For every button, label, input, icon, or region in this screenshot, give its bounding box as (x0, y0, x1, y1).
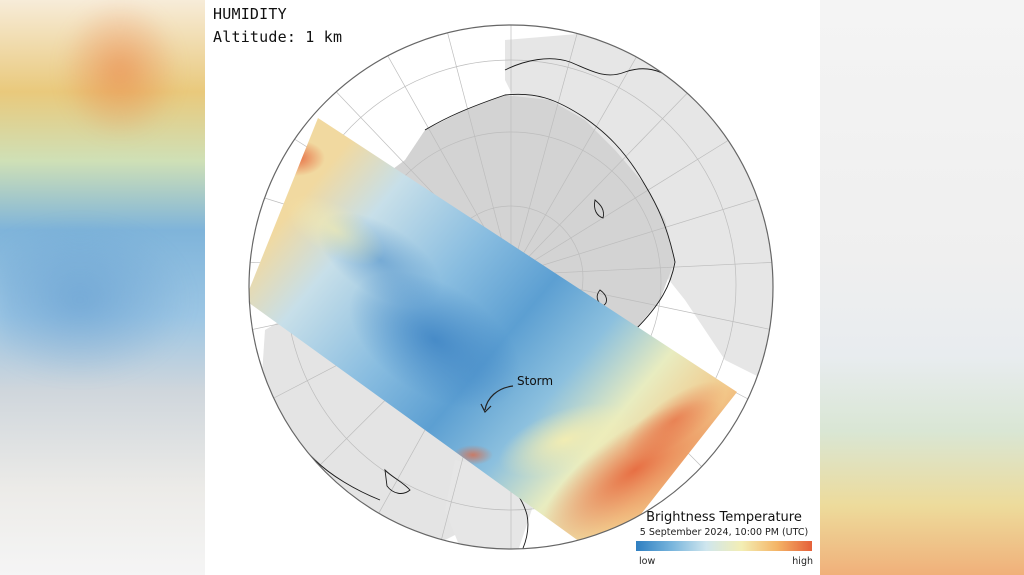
legend-color-bar (636, 541, 812, 551)
map-title: HUMIDITY (213, 5, 287, 23)
legend-date: 5 September 2024, 10:00 PM (UTC) (639, 527, 809, 538)
legend-high-label: high (792, 556, 813, 567)
map-panel: HUMIDITY Altitude: 1 km Storm Brightness… (205, 0, 820, 575)
storm-arrow (484, 385, 514, 411)
map-subtitle: Altitude: 1 km (213, 28, 343, 46)
map-disk-outline (248, 24, 774, 550)
polar-map (248, 24, 774, 550)
blurred-background-right (820, 0, 1024, 575)
blurred-background-left (0, 0, 205, 575)
legend-title: Brightness Temperature (646, 510, 802, 525)
storm-arrowhead (480, 403, 492, 414)
legend-low-label: low (639, 556, 656, 567)
storm-label: Storm (517, 374, 554, 388)
map-disk (249, 25, 773, 549)
arctic-region (385, 95, 675, 345)
color-legend: Brightness Temperature 5 September 2024,… (633, 510, 815, 567)
